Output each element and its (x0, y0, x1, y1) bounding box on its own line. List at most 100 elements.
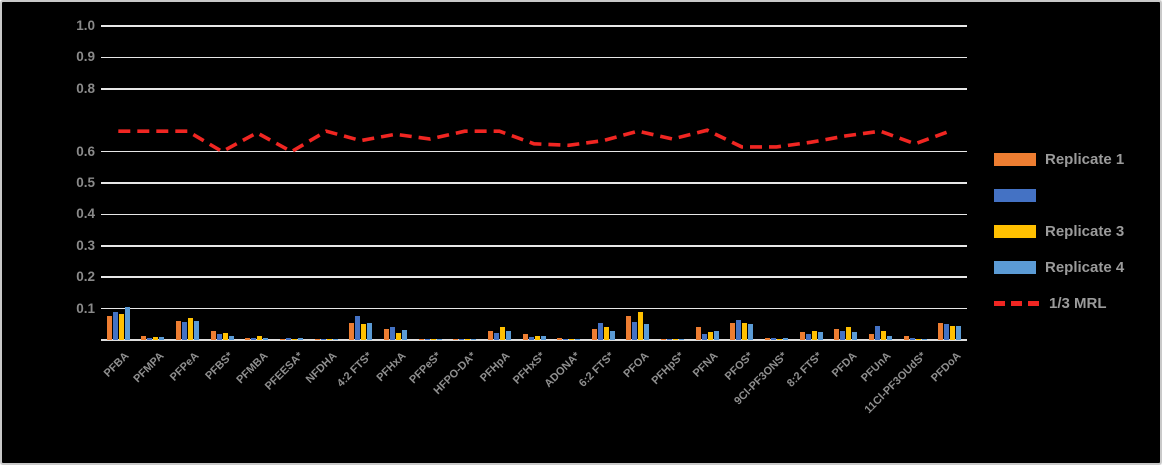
bar-replicate-3 (638, 311, 644, 340)
bar-replicate-1 (626, 315, 632, 340)
y-gridline (101, 307, 967, 310)
bar-replicate-4 (679, 339, 685, 340)
y-axis-tick-label: 0.8 (76, 80, 95, 96)
bar-replicate-2 (112, 311, 118, 340)
bar-replicate-4 (748, 324, 754, 340)
bar-replicate-4 (713, 330, 719, 340)
bar-replicate-2 (528, 336, 534, 340)
bar-replicate-1 (141, 336, 147, 340)
bar-replicate-2 (147, 337, 153, 340)
bar-replicate-4 (921, 339, 927, 340)
bar-replicate-3 (222, 333, 228, 340)
mrl-line-layer (118, 128, 951, 154)
legend-label: Replicate 3 (1045, 222, 1125, 240)
bar-replicate-4 (505, 330, 511, 340)
bar-replicate-3 (153, 336, 159, 340)
bar-replicate-4 (194, 321, 200, 340)
y-gridline (101, 213, 967, 216)
bar-replicate-2 (597, 322, 603, 340)
bar-replicate-1 (383, 329, 389, 340)
bar-replicate-2 (182, 321, 188, 340)
legend-label: Replicate 1 (1045, 150, 1125, 168)
bar-replicate-4 (575, 339, 581, 340)
legend-item: Replicate 3 (994, 222, 1160, 240)
bar-replicate-1 (349, 322, 355, 340)
bar-replicate-3 (915, 339, 921, 340)
legend-dash-swatch (994, 300, 1040, 306)
bar-replicate-3 (465, 339, 471, 340)
y-axis-tick-label: 0.9 (76, 49, 95, 65)
bar-replicate-1 (176, 320, 182, 340)
bar-replicate-4 (124, 307, 130, 340)
bar-replicate-4 (471, 339, 477, 340)
bar-replicate-3 (603, 327, 609, 340)
bar-replicate-3 (673, 339, 679, 340)
bar-replicate-4 (228, 336, 234, 340)
bar-replicate-2 (216, 333, 222, 340)
y-axis-tick-label: 0.3 (76, 237, 95, 253)
legend-color-swatch (994, 188, 1036, 202)
legend-label: Replicate 4 (1045, 258, 1125, 276)
chart-legend: Replicate 1 Replicate 3 Replicate 4 1/3 MRL (994, 150, 1160, 332)
bar-replicate-2 (632, 321, 638, 340)
bar-replicate-3 (569, 339, 575, 340)
bar-replicate-4 (298, 338, 304, 340)
bar-replicate-1 (453, 339, 459, 340)
bar-replicate-4 (401, 329, 407, 340)
bar-replicate-1 (522, 334, 528, 340)
bar-replicate-1 (245, 337, 251, 340)
y-axis-tick-label: 0.2 (76, 269, 95, 285)
bar-replicate-3 (499, 327, 505, 340)
bar-replicate-4 (956, 325, 962, 340)
bar-replicate-1 (106, 315, 112, 340)
bar-replicate-4 (159, 336, 165, 340)
y-axis-tick-label: 0.5 (76, 175, 95, 190)
bar-replicate-4 (367, 322, 373, 340)
x-axis-line (101, 339, 967, 341)
bar-replicate-2 (874, 325, 880, 340)
bar-replicate-4 (263, 337, 269, 340)
bar-replicate-4 (436, 339, 442, 340)
bar-replicate-3 (118, 314, 124, 340)
y-gridline (101, 182, 967, 184)
bar-replicate-2 (424, 339, 430, 340)
bar-replicate-3 (811, 331, 817, 340)
bar-replicate-1 (280, 338, 286, 340)
bar-replicate-3 (707, 332, 713, 340)
bar-replicate-2 (459, 339, 465, 340)
y-gridline (101, 88, 967, 90)
bar-replicate-3 (361, 324, 367, 340)
y-gridline (101, 276, 967, 278)
bar-replicate-1 (314, 339, 320, 340)
bar-replicate-4 (332, 338, 338, 340)
bar-replicate-3 (430, 339, 436, 340)
bar-replicate-2 (320, 339, 326, 340)
bar-replicate-3 (188, 318, 194, 340)
legend-item: Replicate 1 (994, 150, 1160, 168)
mrl-dashed-line (118, 128, 951, 154)
bar-replicate-2 (736, 319, 742, 340)
bar-replicate-2 (770, 337, 776, 340)
bar-replicate-1 (557, 338, 563, 340)
y-gridline (101, 56, 967, 59)
bar-replicate-2 (355, 316, 361, 340)
bar-replicate-3 (534, 336, 540, 340)
bar-replicate-2 (667, 339, 673, 340)
bar-replicate-2 (493, 333, 499, 340)
bar-replicate-3 (742, 322, 748, 340)
bar-replicate-2 (805, 334, 811, 340)
bar-replicate-4 (886, 336, 892, 340)
bar-replicate-1 (487, 330, 493, 340)
bar-replicate-2 (701, 334, 707, 340)
bar-replicate-3 (395, 333, 401, 340)
y-axis-tick-label: 0.6 (76, 143, 95, 159)
bar-replicate-1 (834, 329, 840, 340)
legend-color-swatch (994, 260, 1036, 274)
bar-replicate-2 (909, 338, 915, 340)
bar-replicate-4 (609, 330, 615, 340)
bar-replicate-1 (210, 331, 216, 340)
legend-color-swatch (994, 224, 1036, 238)
y-axis-tick-label: 0.4 (76, 206, 95, 222)
bar-replicate-3 (257, 336, 263, 340)
